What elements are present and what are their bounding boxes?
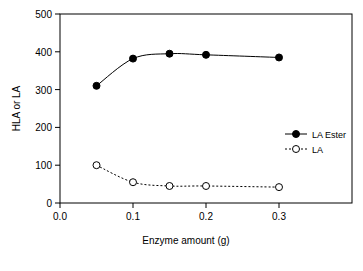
point	[93, 82, 100, 89]
y-tick	[55, 14, 60, 15]
y-tick	[55, 127, 60, 128]
point	[166, 50, 173, 57]
point	[276, 184, 283, 191]
y-tick-label: 200	[35, 122, 52, 133]
x-tick-label: 0.3	[272, 211, 286, 222]
x-tick	[279, 203, 280, 208]
legend-label: LA	[312, 145, 323, 155]
legend-marker	[293, 146, 300, 153]
legend-marker	[293, 131, 300, 138]
x-tick	[60, 203, 61, 208]
y-tick-label: 100	[35, 160, 52, 171]
y-tick	[55, 203, 60, 204]
y-tick-label: 0	[46, 198, 52, 209]
point	[276, 54, 283, 61]
y-tick-label: 300	[35, 85, 52, 96]
y-axis-title: HLA or LA	[11, 85, 22, 131]
x-tick-label: 0.0	[53, 211, 67, 222]
y-tick	[55, 89, 60, 90]
chart: 0 100 200 300 400 500 0.0 0.1 0.2 0.3 Enzyme amoun…	[0, 0, 363, 271]
point	[130, 179, 137, 186]
point	[166, 182, 173, 189]
series-line	[97, 54, 280, 86]
plot-frame	[60, 14, 352, 203]
series-line	[97, 165, 280, 187]
x-tick-label: 0.2	[199, 211, 213, 222]
point	[130, 55, 137, 62]
x-tick	[133, 203, 134, 208]
y-tick-label: 500	[35, 9, 52, 20]
point	[93, 162, 100, 169]
x-tick	[206, 203, 207, 208]
y-tick-label: 400	[35, 47, 52, 58]
legend-label: LA Ester	[312, 130, 346, 140]
plot-area	[93, 50, 283, 190]
point	[203, 182, 210, 189]
x-tick-label: 0.1	[126, 211, 140, 222]
y-tick	[55, 51, 60, 52]
x-axis-title: Enzyme amount (g)	[142, 235, 229, 246]
y-tick	[55, 165, 60, 166]
point	[203, 51, 210, 58]
